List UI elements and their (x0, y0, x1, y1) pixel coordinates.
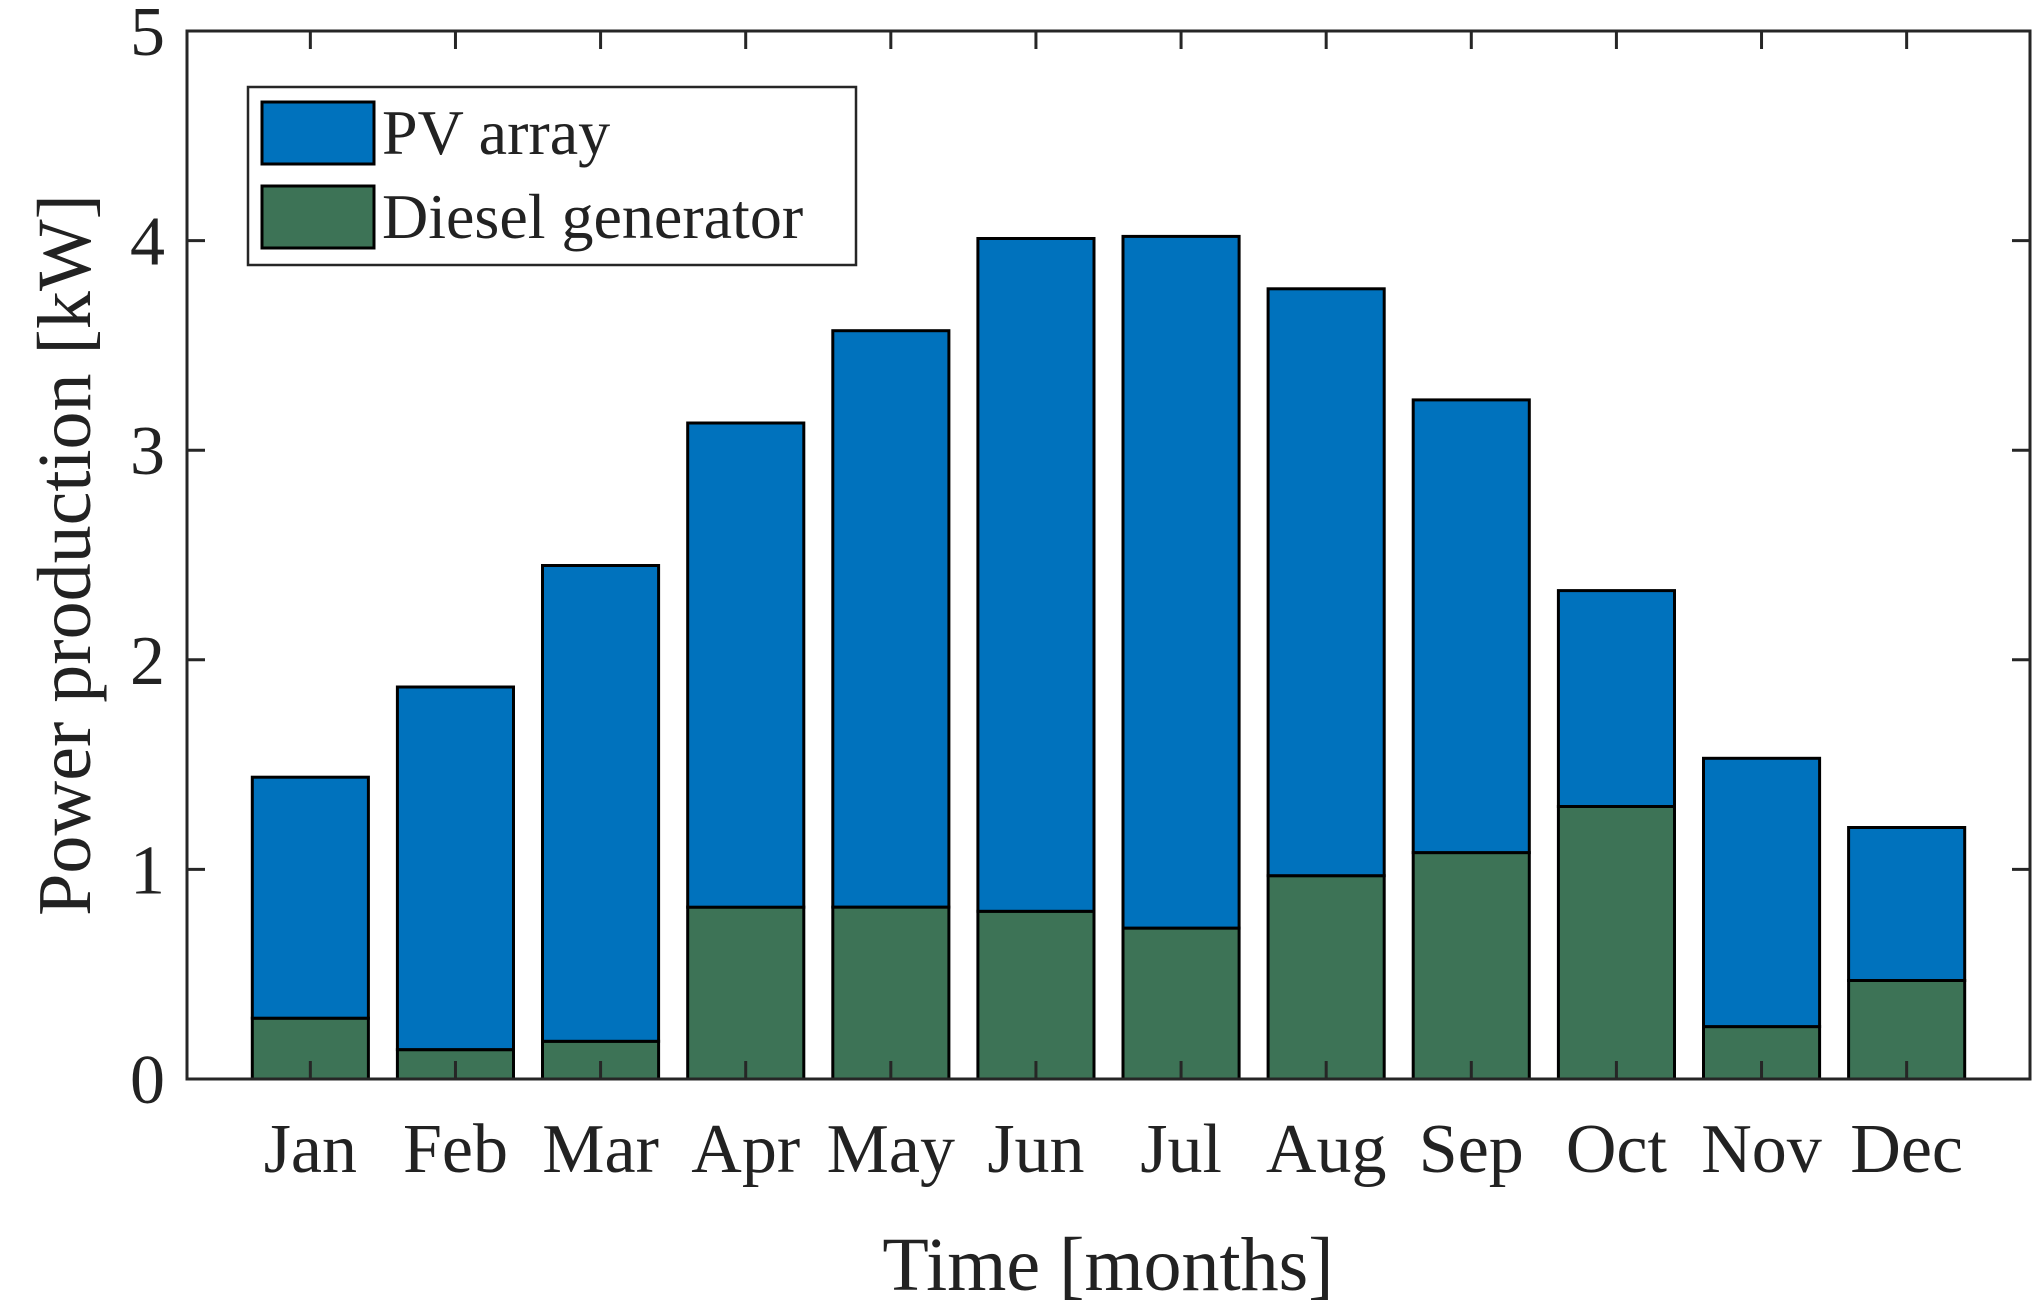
y-tick-label: 3 (130, 413, 165, 490)
y-axis-title: Power production [kW] (23, 194, 107, 916)
bar-sep-pv-array (1411, 398, 1531, 855)
bar-jul-pv-array (1121, 234, 1241, 930)
x-tick-label-jun: Jun (987, 1111, 1084, 1188)
x-tick-label-nov: Nov (1701, 1111, 1822, 1188)
bar-jun-diesel-generator (976, 909, 1096, 1081)
x-tick-label-jan: Jan (264, 1111, 357, 1188)
x-tick-label-feb: Feb (403, 1111, 508, 1188)
bar-aug-pv-array (1266, 287, 1386, 878)
x-axis-title: Time [months] (882, 1223, 1333, 1307)
bar-jan-pv-array (250, 775, 370, 1020)
bar-jul-diesel-generator (1121, 926, 1241, 1081)
bars-group (250, 234, 1967, 1081)
bar-mar-pv-array (541, 564, 661, 1043)
x-tick-label-dec: Dec (1850, 1111, 1963, 1188)
legend-label-diesel-generator: Diesel generator (382, 181, 803, 252)
axes-group: 0 1 2 3 4 5 Jan Feb Mar Apr May Jun Jul Aug Sep Oct Nov D… (130, 0, 2032, 1188)
x-tick-label-aug: Aug (1266, 1111, 1387, 1188)
bar-apr-pv-array (686, 421, 806, 909)
bar-may-diesel-generator (831, 905, 951, 1081)
x-tick-label-mar: Mar (542, 1111, 659, 1188)
x-tick-label-jul: Jul (1140, 1111, 1222, 1188)
bar-feb-pv-array (395, 685, 515, 1052)
x-tick-label-apr: Apr (691, 1111, 800, 1188)
bar-dec-pv-array (1847, 826, 1967, 982)
x-tick-label-sep: Sep (1419, 1111, 1524, 1188)
bar-sep-diesel-generator (1411, 851, 1531, 1081)
bar-aug-diesel-generator (1266, 874, 1386, 1081)
x-tick-label-oct: Oct (1566, 1111, 1668, 1188)
y-tick-label: 1 (130, 832, 165, 909)
x-tick-label-may: May (827, 1111, 955, 1188)
legend-label-pv-array: PV array (382, 97, 610, 168)
bar-apr-diesel-generator (686, 905, 806, 1081)
legend-swatch-diesel-generator (260, 184, 376, 250)
y-tick-label: 0 (130, 1042, 165, 1119)
bar-jun-pv-array (976, 237, 1096, 913)
bar-nov-pv-array (1702, 756, 1822, 1029)
legend: PV array Diesel generator (246, 85, 858, 267)
axes-frame (185, 29, 2032, 1081)
y-tick-label: 5 (130, 0, 165, 71)
y-tick-label: 4 (130, 204, 165, 281)
bar-oct-diesel-generator (1556, 805, 1677, 1081)
bar-oct-pv-array (1556, 589, 1677, 808)
y-tick-label: 2 (130, 623, 165, 700)
bar-may-pv-array (831, 329, 951, 909)
legend-swatch-pv-array (260, 100, 376, 166)
